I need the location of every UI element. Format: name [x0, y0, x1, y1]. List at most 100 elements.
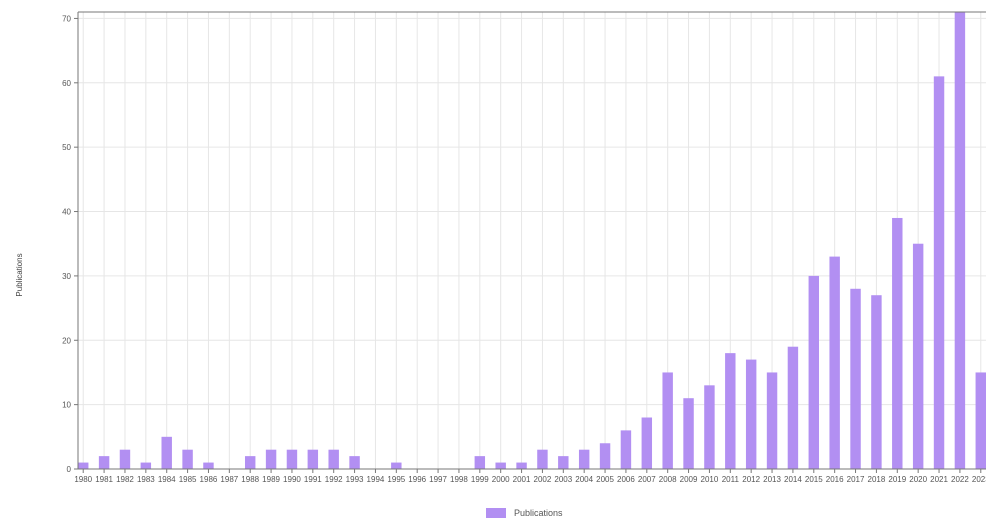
legend-swatch-publications — [486, 508, 506, 518]
bar-2013 — [766, 372, 778, 469]
x-tick-label: 2004 — [575, 475, 593, 484]
x-tick-label: 2015 — [805, 475, 823, 484]
x-tick-label: 1991 — [304, 475, 322, 484]
y-tick-label: 10 — [62, 401, 71, 410]
bar-2019 — [892, 217, 903, 469]
bar-2004 — [578, 449, 590, 469]
bar-2005 — [599, 443, 611, 469]
bar-2011 — [725, 353, 736, 469]
x-tick-label: 2021 — [930, 475, 948, 484]
bar-1980 — [78, 462, 89, 469]
x-tick-label: 1989 — [262, 475, 280, 484]
x-tick-label: 2009 — [680, 475, 698, 484]
y-tick-labels: 0 10 20 30 40 50 60 70 — [62, 14, 71, 474]
x-tick-label: 1985 — [179, 475, 197, 484]
x-tick-label: 2011 — [722, 475, 740, 484]
x-tick-label: 2012 — [742, 475, 760, 484]
x-tick-label: 2000 — [492, 475, 510, 484]
x-tick-label: 2003 — [554, 475, 572, 484]
bar-2009 — [683, 398, 694, 469]
bar-2008 — [662, 372, 673, 469]
x-tick-label: 1990 — [283, 475, 301, 484]
x-tick-label: 2010 — [701, 475, 719, 484]
bar-2023 — [975, 372, 986, 469]
bar-1991 — [307, 449, 319, 469]
bar-2014 — [787, 346, 799, 469]
x-tick-label: 2013 — [763, 475, 781, 484]
y-tick-label: 30 — [62, 272, 71, 281]
bar-1988 — [244, 456, 256, 469]
bar-2002 — [537, 449, 548, 469]
x-tick-label: 1999 — [471, 475, 489, 484]
bar-2000 — [495, 462, 506, 469]
bar-2018 — [871, 295, 882, 469]
bar-2003 — [558, 456, 569, 469]
x-tick-label: 2002 — [534, 475, 552, 484]
y-axis-label: Publications — [15, 253, 24, 296]
x-tick-label: 1980 — [74, 475, 92, 484]
grid-lines — [78, 12, 986, 470]
bar-1990 — [286, 449, 298, 469]
x-tick-label: 2020 — [909, 475, 927, 484]
bar-1992 — [328, 449, 339, 469]
bar-1995 — [391, 462, 402, 469]
bar-2016 — [829, 256, 840, 469]
bar-2010 — [704, 385, 715, 469]
x-tick-label: 1987 — [220, 475, 238, 484]
x-tick-label: 1995 — [387, 475, 405, 484]
x-tick-label: 1993 — [346, 475, 364, 484]
bar-1989 — [265, 449, 277, 469]
y-tick-label: 20 — [62, 336, 71, 345]
bar-2017 — [850, 288, 861, 469]
bar-2001 — [516, 462, 527, 469]
bar-2021 — [933, 76, 945, 469]
x-tick-label: 2017 — [847, 475, 865, 484]
bars-group — [78, 12, 986, 469]
bar-2007 — [641, 417, 653, 469]
bar-2012 — [745, 359, 757, 469]
y-tick-label: 60 — [62, 79, 71, 88]
x-tick-label: 2014 — [784, 475, 802, 484]
bar-1985 — [182, 449, 193, 469]
bar-1993 — [349, 456, 360, 469]
x-tick-label: 1998 — [450, 475, 468, 484]
x-tick-label: 1988 — [241, 475, 259, 484]
x-tick-label: 2022 — [951, 475, 969, 484]
legend-label-publications: Publications — [514, 508, 563, 518]
bar-1986 — [203, 462, 214, 469]
bar-1984 — [161, 436, 172, 469]
x-tick-label: 1994 — [367, 475, 385, 484]
axes — [74, 11, 986, 473]
x-tick-label: 2023 — [972, 475, 986, 484]
y-tick-label: 0 — [67, 465, 72, 474]
x-tick-labels: 1980 1981 1982 1983 1984 1985 1986 1987 1988 1989… — [74, 475, 986, 484]
bar-2020 — [912, 243, 924, 469]
x-tick-label: 1996 — [408, 475, 426, 484]
x-tick-label: 2006 — [617, 475, 635, 484]
x-tick-label: 2018 — [868, 475, 886, 484]
bar-1983 — [140, 462, 152, 469]
bar-1982 — [119, 449, 131, 469]
x-tick-label: 2019 — [888, 475, 906, 484]
x-tick-label: 1983 — [137, 475, 155, 484]
x-tick-label: 1992 — [325, 475, 343, 484]
x-tick-label: 2005 — [596, 475, 614, 484]
bar-1981 — [98, 456, 110, 469]
y-tick-label: 70 — [62, 14, 71, 23]
x-tick-label: 2007 — [638, 475, 656, 484]
y-tick-label: 50 — [62, 143, 71, 152]
y-tick-label: 40 — [62, 208, 71, 217]
x-tick-label: 2008 — [659, 475, 677, 484]
x-tick-label: 2016 — [826, 475, 844, 484]
x-tick-label: 1984 — [158, 475, 176, 484]
bar-2015 — [808, 275, 820, 469]
bar-2022 — [954, 12, 966, 469]
bar-1999 — [474, 456, 486, 469]
x-tick-label: 1986 — [200, 475, 218, 484]
x-tick-label: 2001 — [513, 475, 531, 484]
x-tick-label: 1981 — [95, 475, 113, 484]
x-tick-label: 1997 — [429, 475, 447, 484]
legend: Publications — [486, 508, 563, 518]
bar-2006 — [620, 430, 632, 469]
